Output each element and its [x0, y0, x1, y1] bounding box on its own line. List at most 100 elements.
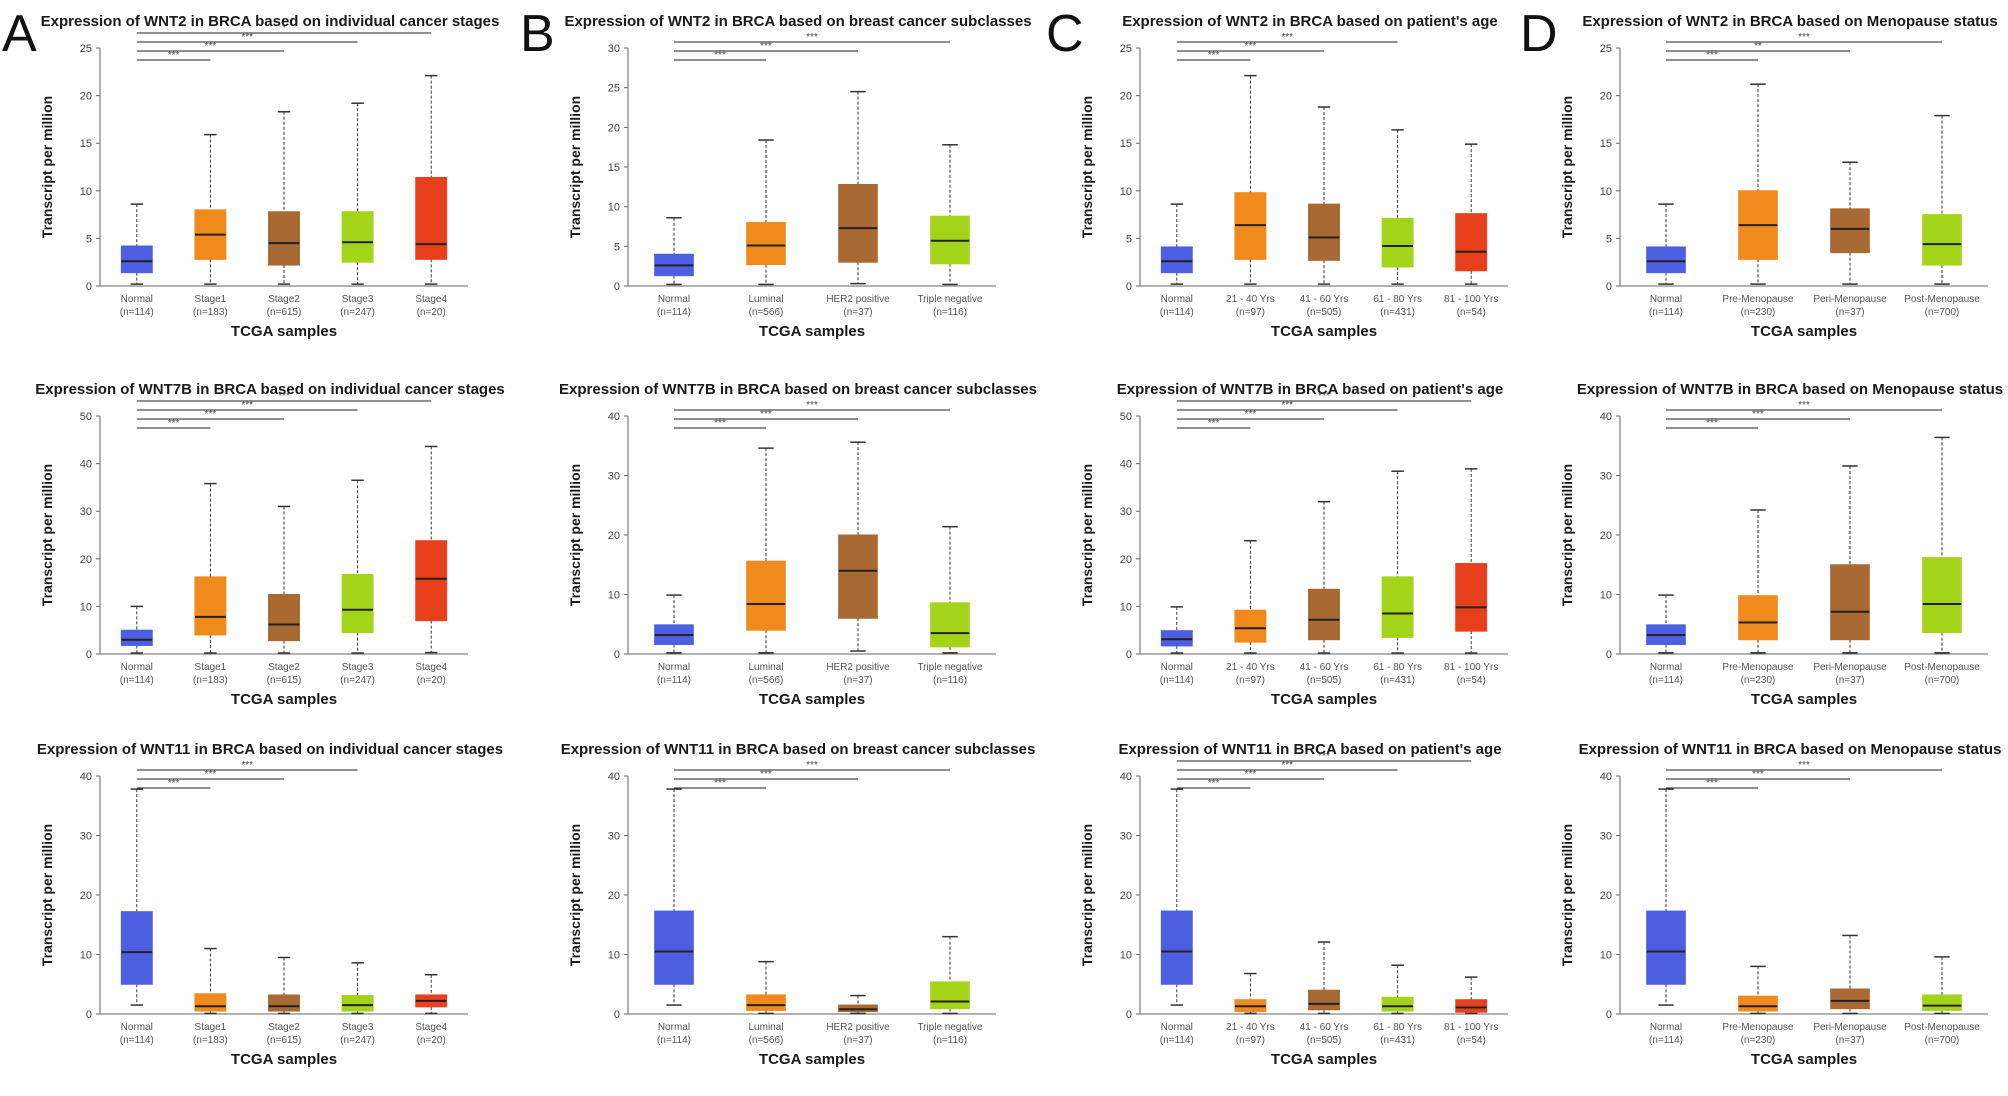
box-iqr: [1455, 563, 1488, 632]
y-tick-label: 0: [1606, 649, 1612, 661]
y-tick-label: 20: [1120, 890, 1132, 902]
significance-label: ***: [1706, 778, 1718, 789]
box-plot-svg: Expression of WNT2 in BRCA based on Meno…: [1559, 13, 1998, 340]
category-n-label: (n=700): [1925, 307, 1960, 318]
panel-letter-b: B: [520, 5, 555, 63]
category-label: Post-Menopause: [1904, 662, 1980, 673]
significance-label: ***: [760, 41, 772, 52]
y-tick-label: 0: [86, 1009, 92, 1021]
category-label: Normal: [1161, 1022, 1193, 1033]
significance-label: ***: [1245, 769, 1257, 780]
box-iqr: [341, 211, 374, 263]
y-tick-label: 20: [1600, 91, 1612, 103]
significance-label: ***: [1798, 32, 1810, 43]
y-tick-label: 20: [1120, 91, 1132, 103]
significance-label: ***: [1706, 418, 1718, 429]
panel-letter-d: D: [1520, 5, 1558, 63]
y-tick-label: 10: [608, 590, 620, 602]
category-n-label: (n=566): [749, 675, 784, 686]
box-iqr: [1455, 999, 1488, 1013]
category-label: Normal: [1650, 662, 1682, 673]
category-n-label: (n=230): [1741, 675, 1776, 686]
category-label: 41 - 60 Yrs: [1300, 662, 1349, 673]
category-n-label: (n=37): [1835, 1035, 1864, 1046]
box-iqr: [1738, 995, 1778, 1012]
y-tick-label: 0: [614, 1009, 620, 1021]
category-n-label: (n=700): [1925, 1035, 1960, 1046]
category-label: Pre-Menopause: [1722, 294, 1794, 305]
significance-label: ***: [278, 391, 290, 402]
box-iqr: [1830, 988, 1870, 1010]
y-tick-label: 15: [608, 162, 620, 174]
box-iqr: [838, 183, 878, 263]
y-tick-label: 10: [80, 950, 92, 962]
category-n-label: (n=230): [1741, 1035, 1776, 1046]
box-plot-svg: Expression of WNT7B in BRCA based on Men…: [1559, 381, 2003, 708]
y-tick-label: 10: [1120, 601, 1132, 613]
y-tick-label: 30: [1600, 831, 1612, 843]
category-n-label: (n=37): [843, 1035, 872, 1046]
category-n-label: (n=114): [1649, 307, 1683, 318]
box-iqr: [1160, 910, 1193, 985]
category-label: Stage2: [268, 1022, 300, 1033]
y-axis-label: Transcript per million: [567, 96, 583, 238]
significance-label: *: [282, 23, 286, 34]
box-plot-svg: Expression of WNT11 in BRCA based on ind…: [37, 741, 503, 1068]
box-iqr: [1160, 246, 1193, 274]
category-n-label: (n=183): [193, 1035, 228, 1046]
category-label: Normal: [658, 1022, 690, 1033]
category-label: 81 - 100 Yrs: [1444, 1022, 1498, 1033]
box-iqr: [1646, 910, 1686, 985]
y-axis-label: Transcript per million: [1079, 824, 1095, 966]
category-n-label: (n=114): [1160, 307, 1194, 318]
chart-wnt11-subclasses: Expression of WNT11 in BRCA based on bre…: [561, 736, 1036, 1086]
panel-letter-c: C: [1046, 5, 1084, 63]
box-iqr: [415, 540, 448, 622]
x-axis-label: TCGA samples: [1751, 1051, 1857, 1068]
y-tick-label: 5: [614, 241, 620, 253]
category-label: 61 - 80 Yrs: [1373, 1022, 1422, 1033]
y-axis-label: Transcript per million: [39, 464, 55, 606]
box-iqr: [341, 995, 374, 1012]
y-tick-label: 5: [1126, 233, 1132, 245]
box-plot-svg: Expression of WNT11 in BRCA based on bre…: [561, 741, 1036, 1068]
category-n-label: (n=431): [1380, 307, 1415, 318]
box-iqr: [194, 993, 227, 1012]
y-tick-label: 30: [608, 831, 620, 843]
box-iqr: [746, 994, 786, 1011]
significance-label: ***: [1752, 769, 1764, 780]
category-label: Peri-Menopause: [1813, 662, 1887, 673]
box-iqr: [930, 981, 970, 1010]
category-label: 21 - 40 Yrs: [1226, 1022, 1275, 1033]
x-axis-label: TCGA samples: [1751, 323, 1857, 340]
box-plot-svg: Expression of WNT7B in BRCA based on bre…: [559, 381, 1037, 708]
chart-wnt11-menopause: Expression of WNT11 in BRCA based on Men…: [1559, 736, 2001, 1086]
category-n-label: (n=20): [417, 675, 446, 686]
category-label: Stage4: [415, 1022, 447, 1033]
y-tick-label: 50: [1120, 411, 1132, 423]
y-tick-label: 15: [1600, 138, 1612, 150]
significance-label: ***: [241, 32, 253, 43]
box-iqr: [1381, 217, 1414, 268]
box-plot-svg: Expression of WNT2 in BRCA based on brea…: [564, 13, 1031, 340]
category-label: Normal: [121, 662, 153, 673]
chart-wnt7b-stages: Expression of WNT7B in BRCA based on ind…: [35, 376, 505, 726]
chart-wnt7b-subclasses: Expression of WNT7B in BRCA based on bre…: [559, 376, 1037, 726]
category-n-label: (n=431): [1380, 675, 1415, 686]
category-label: 81 - 100 Yrs: [1444, 662, 1498, 673]
y-tick-label: 5: [1606, 233, 1612, 245]
significance-label: ***: [714, 418, 726, 429]
y-axis-label: Transcript per million: [1079, 96, 1095, 238]
category-label: Pre-Menopause: [1722, 662, 1794, 673]
category-n-label: (n=247): [340, 307, 375, 318]
y-tick-label: 0: [614, 649, 620, 661]
chart-wnt2-subclasses: Expression of WNT2 in BRCA based on brea…: [564, 8, 1031, 358]
y-tick-label: 40: [608, 771, 620, 783]
category-n-label: (n=615): [267, 675, 302, 686]
box-iqr: [194, 576, 227, 636]
box-plot-svg: Expression of WNT11 in BRCA based on pat…: [1079, 741, 1508, 1068]
chart-title: Expression of WNT11 in BRCA based on pat…: [1118, 741, 1501, 758]
chart-wnt2-stages: Expression of WNT2 in BRCA based on indi…: [39, 8, 499, 358]
y-tick-label: 25: [1120, 43, 1132, 55]
box-iqr: [268, 994, 300, 1012]
